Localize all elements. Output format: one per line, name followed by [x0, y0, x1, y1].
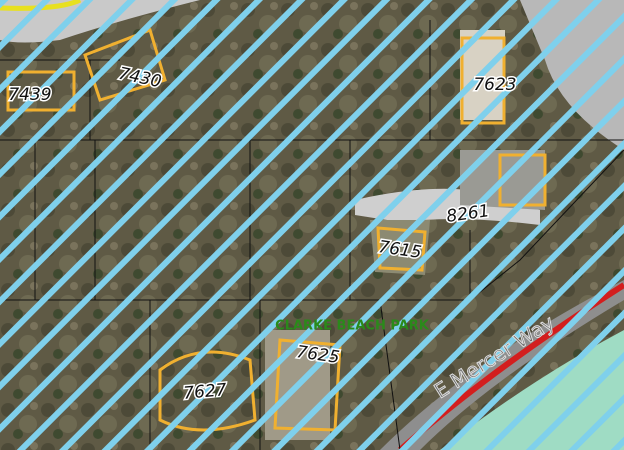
- address-label: 7627: [183, 380, 228, 404]
- park-label: CLARKE BEACH PARK: [275, 319, 430, 334]
- address-label: 7439: [8, 85, 51, 105]
- address-label: 7623: [473, 75, 516, 95]
